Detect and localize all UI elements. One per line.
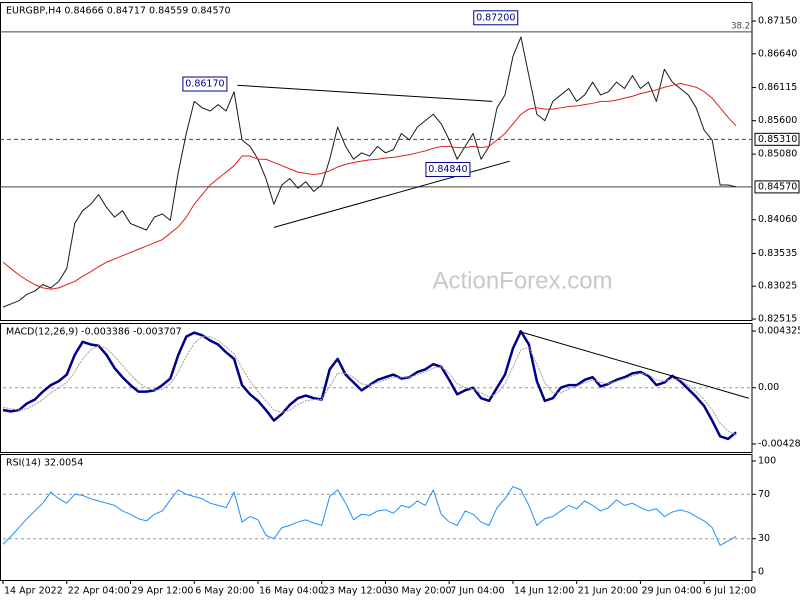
annotation-label: 0.86170 (185, 79, 224, 90)
x-tick-label: 29 Apr 12:00 (131, 586, 193, 597)
y-tick-label: 0.84060 (758, 214, 797, 225)
annotation-box (473, 10, 519, 26)
watermark: ActionForex.com (432, 267, 612, 294)
series-line (2, 486, 737, 546)
panel-frame (0, 2, 753, 321)
panel-title: EURGBP,H4 0.84666 0.84717 0.84559 0.8457… (6, 6, 231, 17)
y-tick-label: 0.86640 (758, 48, 797, 59)
x-tick-label: 6 May 20:00 (195, 586, 254, 597)
x-tick-label: 29 Jun 04:00 (641, 586, 701, 597)
y-tick-label: 0.82515 (758, 314, 797, 325)
x-tick-label: 22 Apr 04:00 (68, 586, 130, 597)
annotation-label: 0.84840 (428, 164, 467, 175)
series-line (2, 336, 737, 436)
y-tick-label: -0.004288 (758, 438, 800, 449)
x-tick-label: 14 Apr 2022 (4, 586, 63, 597)
series-line (2, 36, 737, 308)
x-tick-label: 30 May 20:00 (386, 586, 451, 597)
y-tick-label: 70 (758, 489, 770, 500)
x-tick-label: 6 Jul 12:00 (705, 586, 756, 597)
x-tick-label: 21 Jun 20:00 (578, 586, 638, 597)
x-tick-label: 7 Jun 04:00 (450, 586, 504, 597)
trend-line (273, 160, 510, 228)
y-tick-label: 0.85080 (758, 149, 797, 160)
y-tick-label: 0.83535 (758, 248, 797, 259)
x-tick-label: 23 May 12:00 (323, 586, 388, 597)
annotation-label: 0.87200 (476, 12, 515, 23)
y-tick-label: 0.85600 (758, 115, 797, 126)
x-tick-label: 16 May 04:00 (259, 586, 324, 597)
panel-title: RSI(14) 32.0054 (6, 458, 83, 469)
price-box-label: 0.85310 (758, 134, 797, 145)
trend-line (518, 330, 749, 399)
trend-line (237, 84, 493, 102)
series-line (2, 82, 737, 290)
y-tick-label: 0.86115 (758, 82, 797, 93)
h-line-label: 38.2 (731, 21, 750, 31)
panel-title: MACD(12,26,9) -0.003386 -0.003707 (6, 327, 182, 338)
annotation-box (182, 76, 228, 92)
price-box (754, 132, 800, 146)
y-tick-label: 100 (758, 455, 776, 466)
y-tick-label: 0.00 (758, 382, 779, 393)
y-tick-label: 0.83025 (758, 281, 797, 292)
y-tick-label: 0 (758, 567, 764, 578)
y-tick-label: 0.87150 (758, 16, 797, 27)
x-tick-label: 14 Jun 12:00 (514, 586, 574, 597)
y-tick-label: 0.004325 (758, 326, 800, 337)
price-box-label: 0.84570 (758, 181, 797, 192)
panel-frame (0, 454, 753, 581)
price-box (754, 180, 800, 194)
annotation-box (425, 162, 471, 178)
y-tick-label: 30 (758, 533, 770, 544)
